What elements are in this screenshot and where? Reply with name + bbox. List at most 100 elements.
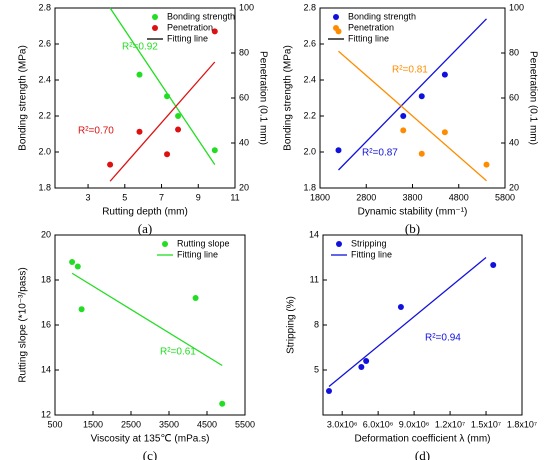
data-point xyxy=(192,295,199,301)
legend-label: Rutting slope xyxy=(177,238,230,248)
y2-tick-label: 60 xyxy=(509,92,519,102)
legend-label: Fitting line xyxy=(177,249,218,259)
x-tick-label: 5800 xyxy=(495,192,515,202)
y-tick-label: 14 xyxy=(41,364,51,374)
data-point xyxy=(136,128,143,135)
x-tick-label: 11 xyxy=(230,192,239,202)
plot-frame xyxy=(322,234,523,416)
data-point xyxy=(358,364,365,370)
y-tick-label: 5 xyxy=(314,364,319,374)
x-axis-label: Dynamic stability (mm⁻¹) xyxy=(358,207,468,218)
legend-label: Fitting line xyxy=(167,33,208,43)
data-point xyxy=(69,259,76,265)
x-tick-label: 4800 xyxy=(449,192,469,202)
y2-tick-label: 40 xyxy=(239,137,249,147)
legend-label: Bonding strength xyxy=(348,11,416,21)
data-point xyxy=(363,358,370,364)
data-point xyxy=(335,147,342,154)
y-tick-label: 2.4 xyxy=(38,74,51,84)
y2-tick-label: 100 xyxy=(239,2,254,12)
r2-annotation: R²=0.61 xyxy=(160,347,196,358)
x-tick-label: 9.0x10⁶ xyxy=(399,419,430,429)
data-point xyxy=(400,113,407,119)
legend-label: Bonding strength xyxy=(167,11,235,21)
data-point xyxy=(164,151,171,158)
y-tick-label: 2.2 xyxy=(38,110,51,120)
y-axis-label: Bonding strength (MPa) xyxy=(283,45,294,151)
r2-annotation: R²=0.87 xyxy=(362,148,398,159)
y2-tick-label: 40 xyxy=(509,137,519,147)
y-tick-label: 18 xyxy=(41,274,51,284)
y2-axis-label: Penetration (0.1 mm) xyxy=(527,51,538,145)
data-point xyxy=(483,161,490,168)
x-tick-label: 1.2x10⁷ xyxy=(435,419,465,429)
fit-line xyxy=(338,50,487,182)
data-point xyxy=(490,262,497,268)
x-tick-label: 7 xyxy=(159,192,164,202)
caption: (c) xyxy=(143,448,157,460)
x-tick-label: 2500 xyxy=(121,419,141,429)
y-tick-label: 2.8 xyxy=(38,2,51,12)
x-tick-label: 1800 xyxy=(310,192,330,202)
y-tick-label: 1.8 xyxy=(38,182,51,192)
x-tick-label: 3800 xyxy=(402,192,422,202)
legend-marker xyxy=(333,14,339,20)
data-point xyxy=(418,93,425,100)
data-point xyxy=(211,147,218,154)
x-tick-label: 5 xyxy=(122,192,127,202)
x-tick-label: 2800 xyxy=(356,192,376,202)
y2-tick-label: 80 xyxy=(509,47,519,57)
x-tick-label: 9 xyxy=(196,192,201,202)
y-tick-label: 16 xyxy=(41,319,51,329)
r2-annotation: R²=0.92 xyxy=(122,42,158,53)
y-tick-label: 1.8 xyxy=(303,182,316,192)
legend-marker xyxy=(336,241,342,247)
y2-axis-label: Penetration (0.1 mm) xyxy=(257,51,268,145)
r2-annotation: R²=0.70 xyxy=(78,126,114,137)
plot-frame xyxy=(54,234,246,416)
data-point xyxy=(164,93,171,100)
x-axis-label: Deformation coefficient λ (mm) xyxy=(355,434,491,445)
data-point xyxy=(136,71,143,78)
caption: (b) xyxy=(405,221,420,236)
data-point xyxy=(418,150,425,157)
y2-tick-label: 100 xyxy=(509,2,524,12)
data-point xyxy=(78,306,85,313)
y-tick-label: 20 xyxy=(41,229,51,239)
y-tick-label: 8 xyxy=(314,319,319,329)
x-tick-label: 1.8x10⁷ xyxy=(507,419,537,429)
legend-label: Fitting line xyxy=(351,249,392,259)
legend-marker xyxy=(152,14,158,20)
legend-label: Stripping xyxy=(351,238,387,248)
caption: (a) xyxy=(138,221,152,236)
x-tick-label: 3 xyxy=(86,192,91,202)
y-tick-label: 2.2 xyxy=(303,110,316,120)
data-point xyxy=(175,113,182,119)
y-axis-label: Stripping (%) xyxy=(286,296,297,354)
legend-marker xyxy=(333,25,339,31)
data-point xyxy=(400,127,407,134)
data-point xyxy=(441,129,448,136)
x-tick-label: 4500 xyxy=(197,419,217,429)
y-tick-label: 2.0 xyxy=(38,146,51,156)
y2-tick-label: 80 xyxy=(239,47,249,57)
y-tick-label: 12 xyxy=(41,409,51,419)
caption: (d) xyxy=(415,448,430,460)
x-tick-label: 1.5x10⁷ xyxy=(471,419,501,429)
y-tick-label: 2.6 xyxy=(303,38,316,48)
y-tick-label: 2.0 xyxy=(303,146,316,156)
y2-tick-label: 60 xyxy=(239,92,249,102)
x-tick-label: 5500 xyxy=(235,419,255,429)
y-tick-label: 14 xyxy=(309,229,319,239)
y-axis-label: Rutting slope (*10⁻³/pass) xyxy=(18,267,29,382)
data-point xyxy=(441,71,448,78)
data-point xyxy=(107,161,114,168)
y-tick-label: 2.4 xyxy=(303,74,316,84)
y-tick-label: 2.8 xyxy=(303,2,316,12)
y-tick-label: 2.6 xyxy=(38,38,51,48)
fit-line xyxy=(71,272,223,367)
fit-line xyxy=(109,61,216,182)
fit-line xyxy=(328,256,487,388)
y-axis-label: Bonding strength (MPa) xyxy=(18,45,29,151)
